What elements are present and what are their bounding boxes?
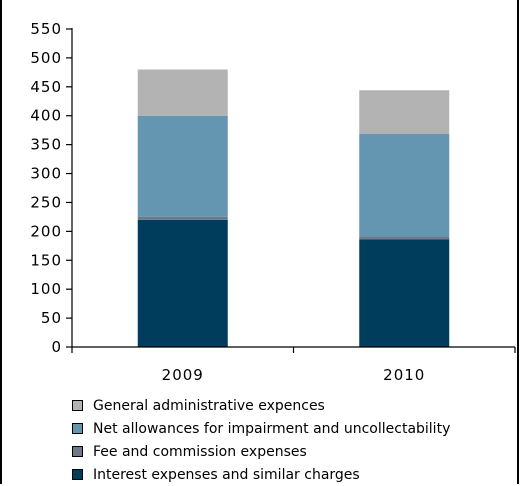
y-tick-label: 150 <box>30 251 62 269</box>
y-tick-label: 300 <box>30 165 62 183</box>
bar-2010-series-0 <box>359 239 450 347</box>
legend-item: Fee and commission expenses <box>72 440 450 463</box>
bar-2010-series-2 <box>359 133 450 237</box>
y-tick-label: 350 <box>30 136 62 154</box>
bar-2009-series-3 <box>137 69 228 116</box>
y-tick-label: 100 <box>30 280 62 298</box>
y-tick-label: 0 <box>51 338 62 356</box>
bar-2010-series-1 <box>359 236 450 240</box>
legend-swatch <box>72 423 83 434</box>
legend-item: Interest expenses and similar charges <box>72 463 450 486</box>
x-tick-label: 2009 <box>162 366 204 384</box>
y-tick-label: 200 <box>30 222 62 240</box>
y-tick-label: 500 <box>30 49 62 67</box>
bar-2009-series-2 <box>137 115 228 217</box>
legend-label: Net allowances for impairment and uncoll… <box>93 420 451 437</box>
bar-2009-series-0 <box>137 219 228 347</box>
legend: General administrative expences Net allow… <box>72 394 450 486</box>
legend-item: Net allowances for impairment and uncoll… <box>72 417 450 440</box>
y-tick-label: 550 <box>30 20 62 38</box>
bar-2010-series-3 <box>359 90 450 134</box>
y-tick-label: 50 <box>41 309 62 327</box>
y-tick-label: 250 <box>30 193 62 211</box>
legend-label: General administrative expences <box>93 397 325 414</box>
legend-swatch <box>72 446 83 457</box>
legend-swatch <box>72 400 83 411</box>
stacked-bar-chart: 0 50 100 150 200 250 300 350 400 450 500 550 2009 20… <box>30 20 516 384</box>
legend-swatch <box>72 469 83 480</box>
legend-label: Fee and commission expenses <box>93 443 307 460</box>
y-tick-label: 400 <box>30 107 62 125</box>
y-tick-label: 450 <box>30 78 62 96</box>
legend-label: Interest expenses and similar charges <box>93 466 360 483</box>
legend-item: General administrative expences <box>72 394 450 417</box>
bar-2009-series-1 <box>137 216 228 220</box>
x-tick-label: 2010 <box>383 366 425 384</box>
